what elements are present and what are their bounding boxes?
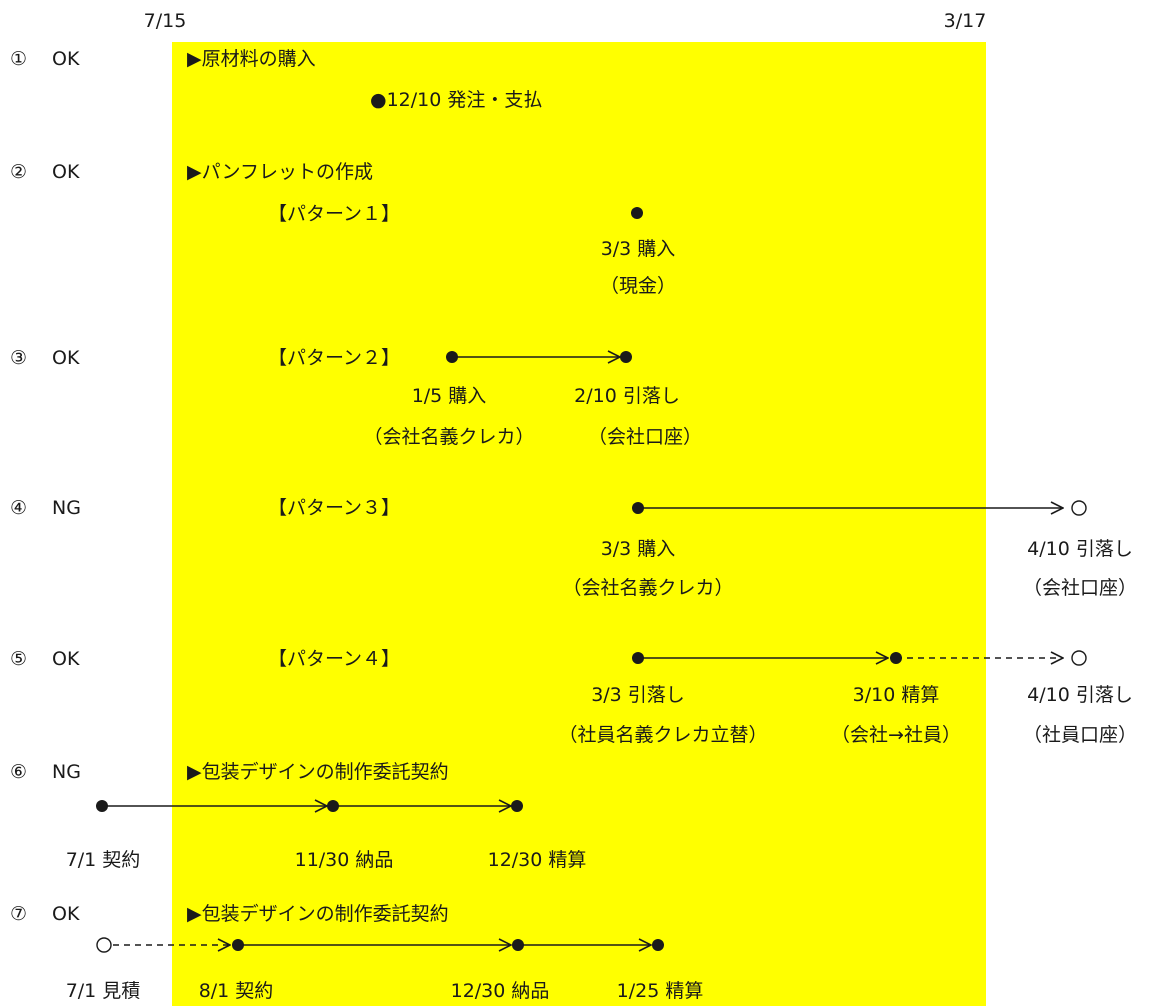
event-label: 1/25 精算 (616, 980, 704, 1002)
event-label: ●12/10 発注・支払 (370, 89, 543, 111)
row-result: OK (52, 161, 80, 183)
section-heading: ▶パンフレットの作成 (187, 161, 373, 183)
section-heading: ▶包装デザインの制作委託契約 (187, 761, 449, 783)
event-label: 12/30 納品 (450, 980, 550, 1002)
event-label: 7/1 見積 (65, 980, 141, 1002)
period-band (172, 42, 986, 1006)
event-label: 12/30 精算 (487, 849, 587, 871)
row-result: OK (52, 903, 80, 925)
event-label: 3/3 購入 (600, 538, 676, 560)
event-label: 4/10 引落し (1027, 538, 1133, 560)
filled-dot (890, 652, 902, 664)
period-start-label: 7/15 (143, 10, 187, 32)
pattern-label: 【パターン４】 (268, 648, 401, 670)
event-label: 11/30 納品 (294, 849, 394, 871)
event-label: 1/5 購入 (411, 385, 487, 407)
event-label: 4/10 引落し (1027, 684, 1133, 706)
event-note: （会社口座） (1022, 577, 1138, 599)
pattern-label: 【パターン２】 (268, 347, 401, 369)
filled-dot (632, 502, 644, 514)
row-number: ② (10, 161, 28, 183)
row-number: ① (10, 48, 28, 70)
row-result: OK (52, 347, 80, 369)
row-number: ⑤ (10, 648, 28, 670)
filled-dot (652, 939, 664, 951)
open-dot (1071, 650, 1087, 666)
event-note: （社員口座） (1022, 724, 1138, 746)
event-note: （現金） (599, 275, 677, 297)
filled-dot (96, 800, 108, 812)
row-number: ⑥ (10, 761, 28, 783)
event-label: 3/3 購入 (600, 238, 676, 260)
period-end-label: 3/17 (943, 10, 987, 32)
event-label: 7/1 契約 (65, 849, 141, 871)
row-result: NG (52, 497, 81, 519)
row-result: OK (52, 48, 80, 70)
event-note: （社員名義クレカ立替） (558, 724, 768, 746)
filled-dot (511, 800, 523, 812)
row-number: ⑦ (10, 903, 28, 925)
row-result: OK (52, 648, 80, 670)
open-dot (96, 937, 112, 953)
event-label: 2/10 引落し (574, 385, 680, 407)
open-dot (1071, 500, 1087, 516)
event-label: 3/10 精算 (852, 684, 940, 706)
row-number: ④ (10, 497, 28, 519)
filled-dot (327, 800, 339, 812)
filled-dot (632, 652, 644, 664)
filled-dot (620, 351, 632, 363)
event-note: （会社名義クレカ） (562, 577, 734, 599)
event-label: 8/1 契約 (198, 980, 274, 1002)
filled-dot (232, 939, 244, 951)
pattern-label: 【パターン３】 (268, 497, 401, 519)
event-label: 3/3 引落し (591, 684, 685, 706)
section-heading: ▶包装デザインの制作委託契約 (187, 903, 449, 925)
filled-dot (446, 351, 458, 363)
pattern-label: 【パターン１】 (268, 203, 401, 225)
event-note: （会社名義クレカ） (363, 426, 535, 448)
filled-dot (512, 939, 524, 951)
row-result: NG (52, 761, 81, 783)
section-heading: ▶原材料の購入 (187, 48, 316, 70)
filled-dot (631, 207, 643, 219)
event-note: （会社口座） (587, 426, 703, 448)
event-note: （会社→社員） (831, 724, 961, 746)
row-number: ③ (10, 347, 28, 369)
